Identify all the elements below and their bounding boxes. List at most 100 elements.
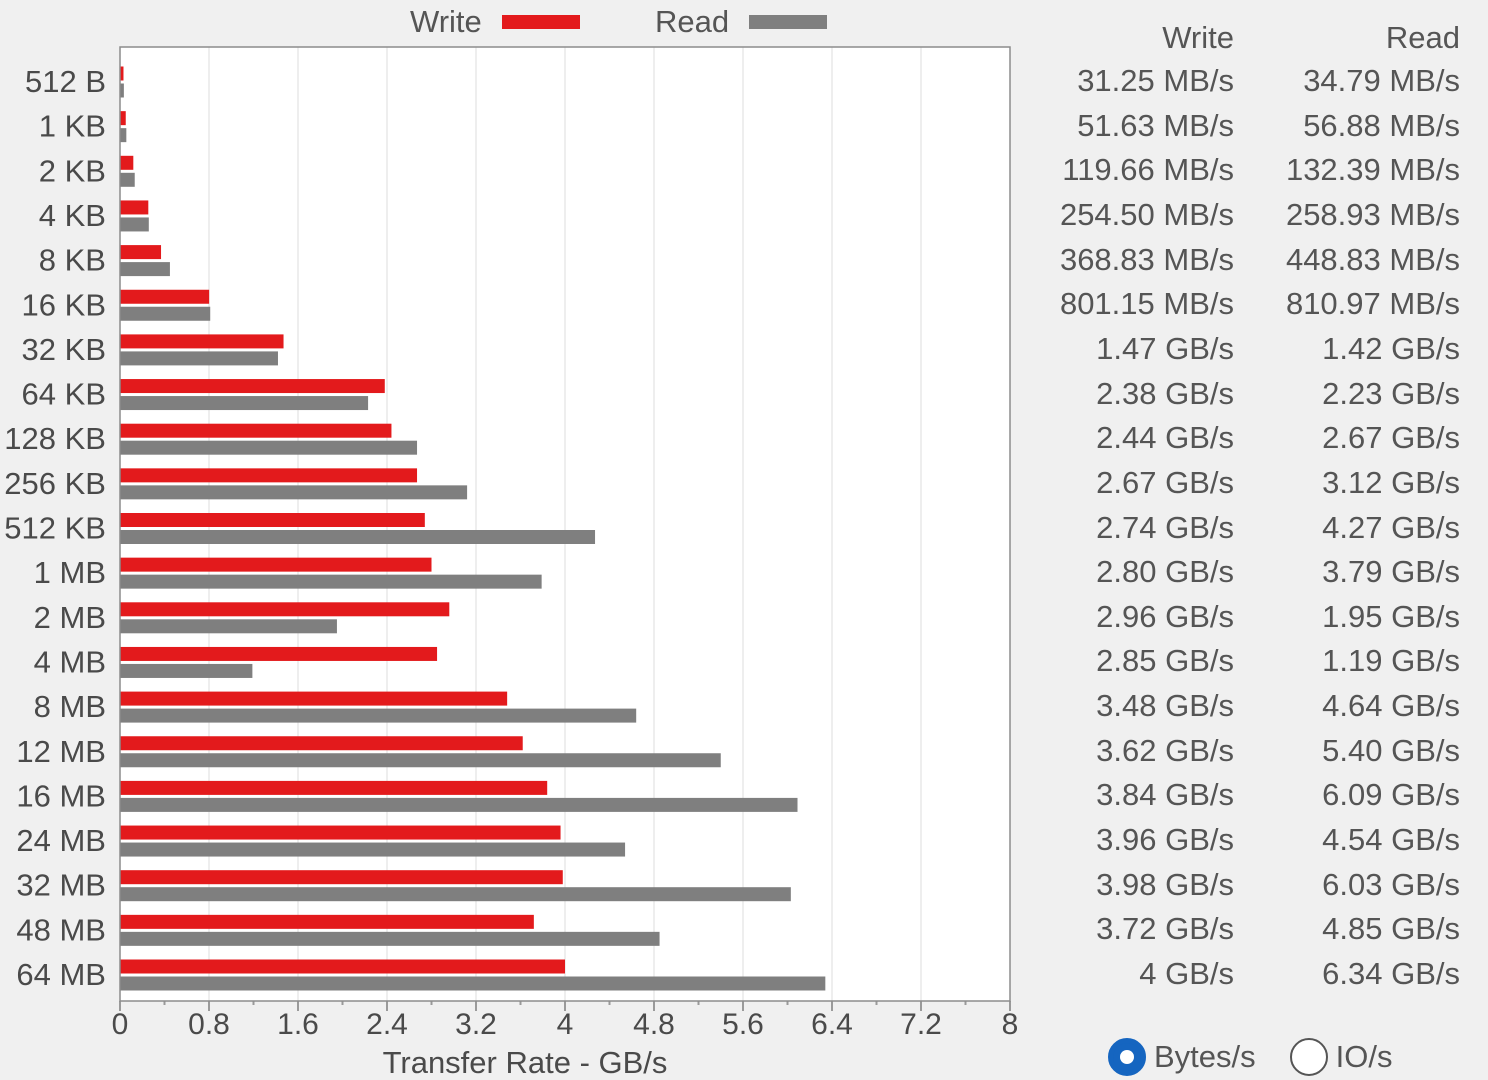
read-bar xyxy=(120,887,791,902)
read-bar xyxy=(120,83,124,98)
read-bar xyxy=(120,931,660,946)
read-rate-value: 34.79 MB/s xyxy=(1303,63,1460,98)
write-rate-value: 1.47 GB/s xyxy=(1096,330,1234,366)
x-tick-label: 7.2 xyxy=(900,1008,942,1041)
write-rate-value: 254.50 MB/s xyxy=(1059,196,1234,232)
x-tick-label: 0.8 xyxy=(188,1008,230,1041)
read-bar xyxy=(120,753,721,768)
category-label: 8 MB xyxy=(34,689,106,724)
x-tick-label: 8 xyxy=(1002,1008,1019,1041)
read-rate-value: 2.67 GB/s xyxy=(1322,420,1460,456)
read-rate-value: 448.83 MB/s xyxy=(1285,241,1460,277)
write-rate-value: 3.48 GB/s xyxy=(1096,688,1234,724)
category-label: 48 MB xyxy=(16,912,106,947)
write-bar xyxy=(120,200,149,215)
write-rate-value: 3.96 GB/s xyxy=(1096,822,1234,858)
x-tick-label: 5.6 xyxy=(722,1008,764,1041)
write-column-header: Write xyxy=(1162,20,1234,55)
read-bar xyxy=(120,262,170,277)
write-bar xyxy=(120,602,450,617)
read-bar xyxy=(120,574,542,589)
write-bar xyxy=(120,825,561,840)
read-rate-value: 6.34 GB/s xyxy=(1322,956,1460,991)
read-bar xyxy=(120,619,337,634)
bytes-per-second-radio[interactable]: Bytes/s xyxy=(1108,1038,1256,1076)
write-bar xyxy=(120,66,124,81)
write-rate-value: 4 GB/s xyxy=(1139,956,1234,991)
read-rate-value: 6.03 GB/s xyxy=(1322,866,1460,902)
category-label: 1 MB xyxy=(34,555,106,590)
category-label: 16 MB xyxy=(16,778,106,813)
write-bar xyxy=(120,691,508,706)
read-rate-value: 6.09 GB/s xyxy=(1322,777,1460,813)
category-label: 4 KB xyxy=(39,198,106,233)
category-label: 4 MB xyxy=(34,644,106,679)
legend-write-label: Write xyxy=(410,4,482,39)
x-tick-label: 4.8 xyxy=(633,1008,675,1041)
category-label: 512 B xyxy=(25,64,106,99)
write-bar xyxy=(120,646,438,661)
read-rate-value: 4.64 GB/s xyxy=(1322,688,1460,724)
write-rate-value: 2.80 GB/s xyxy=(1096,554,1234,590)
x-axis-title: Transfer Rate - GB/s xyxy=(383,1045,668,1080)
read-bar xyxy=(120,396,369,411)
io-per-second-radio[interactable]: IO/s xyxy=(1289,1038,1393,1076)
write-rate-value: 3.62 GB/s xyxy=(1096,732,1234,768)
write-rate-value: 119.66 MB/s xyxy=(1062,152,1234,188)
write-rate-value: 2.74 GB/s xyxy=(1096,509,1234,545)
legend-read-label: Read xyxy=(655,4,730,39)
category-label: 32 MB xyxy=(16,868,106,903)
category-label: 12 MB xyxy=(16,734,106,769)
read-rate-value: 810.97 MB/s xyxy=(1285,286,1460,322)
read-rate-value: 3.12 GB/s xyxy=(1322,464,1460,500)
write-rate-value: 3.84 GB/s xyxy=(1096,777,1234,813)
write-rate-value: 801.15 MB/s xyxy=(1059,286,1234,322)
write-bar xyxy=(120,870,563,885)
write-rate-value: 2.85 GB/s xyxy=(1096,643,1234,679)
x-tick-label: 2.4 xyxy=(366,1008,408,1041)
read-bar xyxy=(120,306,211,321)
category-label: 256 KB xyxy=(4,466,106,501)
read-bar xyxy=(120,485,468,500)
x-tick-label: 0 xyxy=(112,1008,129,1041)
write-bar xyxy=(120,959,565,974)
category-label: 128 KB xyxy=(4,421,106,456)
transfer-rate-chart: 512 B 1 KB 2 KB 4 KB 8 KB 16 KB 32 KB 64 KB 128 … xyxy=(4,46,1019,1080)
io-per-second-label: IO/s xyxy=(1335,1039,1393,1074)
read-bar xyxy=(120,351,278,366)
read-rate-value: 258.93 MB/s xyxy=(1285,196,1460,232)
read-bar xyxy=(120,842,626,857)
category-label: 512 KB xyxy=(4,511,106,546)
category-label: 16 KB xyxy=(22,287,106,322)
read-rate-value: 2.23 GB/s xyxy=(1322,375,1460,411)
category-label: 24 MB xyxy=(16,823,106,858)
read-rate-value: 5.40 GB/s xyxy=(1322,732,1460,768)
write-bar xyxy=(120,245,162,260)
category-label: 1 KB xyxy=(39,109,106,144)
write-rate-value: 2.67 GB/s xyxy=(1096,464,1234,500)
category-label: 64 KB xyxy=(22,377,106,412)
x-tick-label: 1.6 xyxy=(277,1008,319,1041)
read-bar xyxy=(120,976,826,991)
read-bar xyxy=(120,172,135,187)
legend-read-swatch xyxy=(749,15,828,29)
radio-unselected-icon[interactable] xyxy=(1289,1038,1328,1076)
legend-read: Read xyxy=(655,4,828,40)
write-bar xyxy=(120,379,385,394)
write-bar xyxy=(120,468,418,483)
write-bar xyxy=(120,111,126,126)
plot-frame xyxy=(119,46,1011,1002)
read-bar xyxy=(120,663,253,678)
read-rate-value: 4.27 GB/s xyxy=(1322,509,1460,545)
read-rate-value: 4.85 GB/s xyxy=(1322,911,1460,947)
write-bar xyxy=(120,423,392,438)
x-tick-label: 4 xyxy=(557,1008,574,1041)
write-bar xyxy=(120,736,523,751)
radio-selected-icon[interactable] xyxy=(1108,1038,1146,1076)
write-bar xyxy=(120,334,284,349)
units-radio-group: Bytes/s IO/s xyxy=(1108,1036,1427,1078)
bytes-per-second-label: Bytes/s xyxy=(1154,1039,1256,1074)
write-rate-value: 3.98 GB/s xyxy=(1096,866,1234,902)
write-rate-value: 2.38 GB/s xyxy=(1096,375,1234,411)
category-label: 64 MB xyxy=(16,957,106,992)
